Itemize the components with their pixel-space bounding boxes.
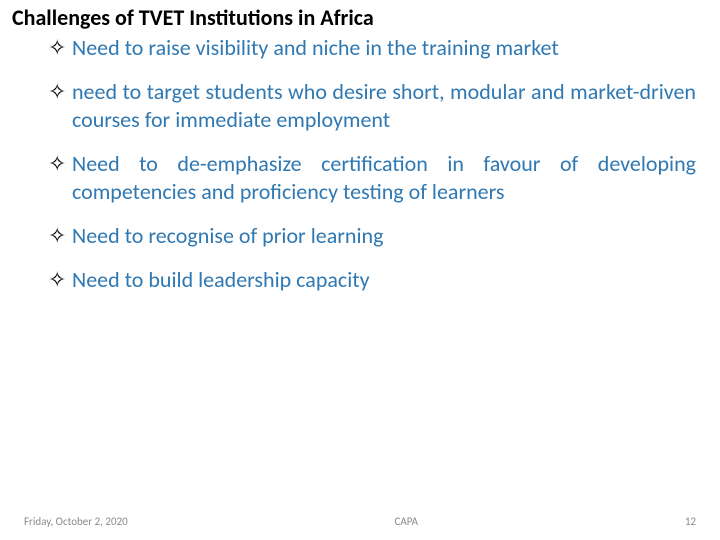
bullet-text: Need to de-emphasize certification in fa… bbox=[72, 150, 696, 206]
bullet-text: Need to recognise of prior learning bbox=[72, 222, 696, 250]
bullet-text: Need to raise visibility and niche in th… bbox=[72, 34, 696, 62]
slide-footer: Friday, October 2, 2020 CAPA 12 bbox=[24, 515, 696, 528]
bullet-icon: ✧ bbox=[48, 222, 72, 250]
slide-title: Challenges of TVET Institutions in Afric… bbox=[12, 4, 708, 31]
list-item: ✧ Need to de-emphasize certification in … bbox=[48, 150, 696, 206]
bullet-icon: ✧ bbox=[48, 34, 72, 62]
footer-page-number: 12 bbox=[685, 515, 696, 528]
list-item: ✧ need to target students who desire sho… bbox=[48, 78, 696, 134]
bullet-icon: ✧ bbox=[48, 78, 72, 106]
bullet-icon: ✧ bbox=[48, 266, 72, 294]
bullet-icon: ✧ bbox=[48, 150, 72, 178]
footer-date: Friday, October 2, 2020 bbox=[24, 515, 128, 528]
slide: Challenges of TVET Institutions in Afric… bbox=[0, 0, 720, 540]
bullet-text: need to target students who desire short… bbox=[72, 78, 696, 134]
footer-center: CAPA bbox=[128, 515, 685, 528]
list-item: ✧ Need to raise visibility and niche in … bbox=[48, 34, 696, 62]
bullet-list: ✧ Need to raise visibility and niche in … bbox=[48, 34, 696, 310]
list-item: ✧ Need to recognise of prior learning bbox=[48, 222, 696, 250]
bullet-text: Need to build leadership capacity bbox=[72, 266, 696, 294]
list-item: ✧ Need to build leadership capacity bbox=[48, 266, 696, 294]
